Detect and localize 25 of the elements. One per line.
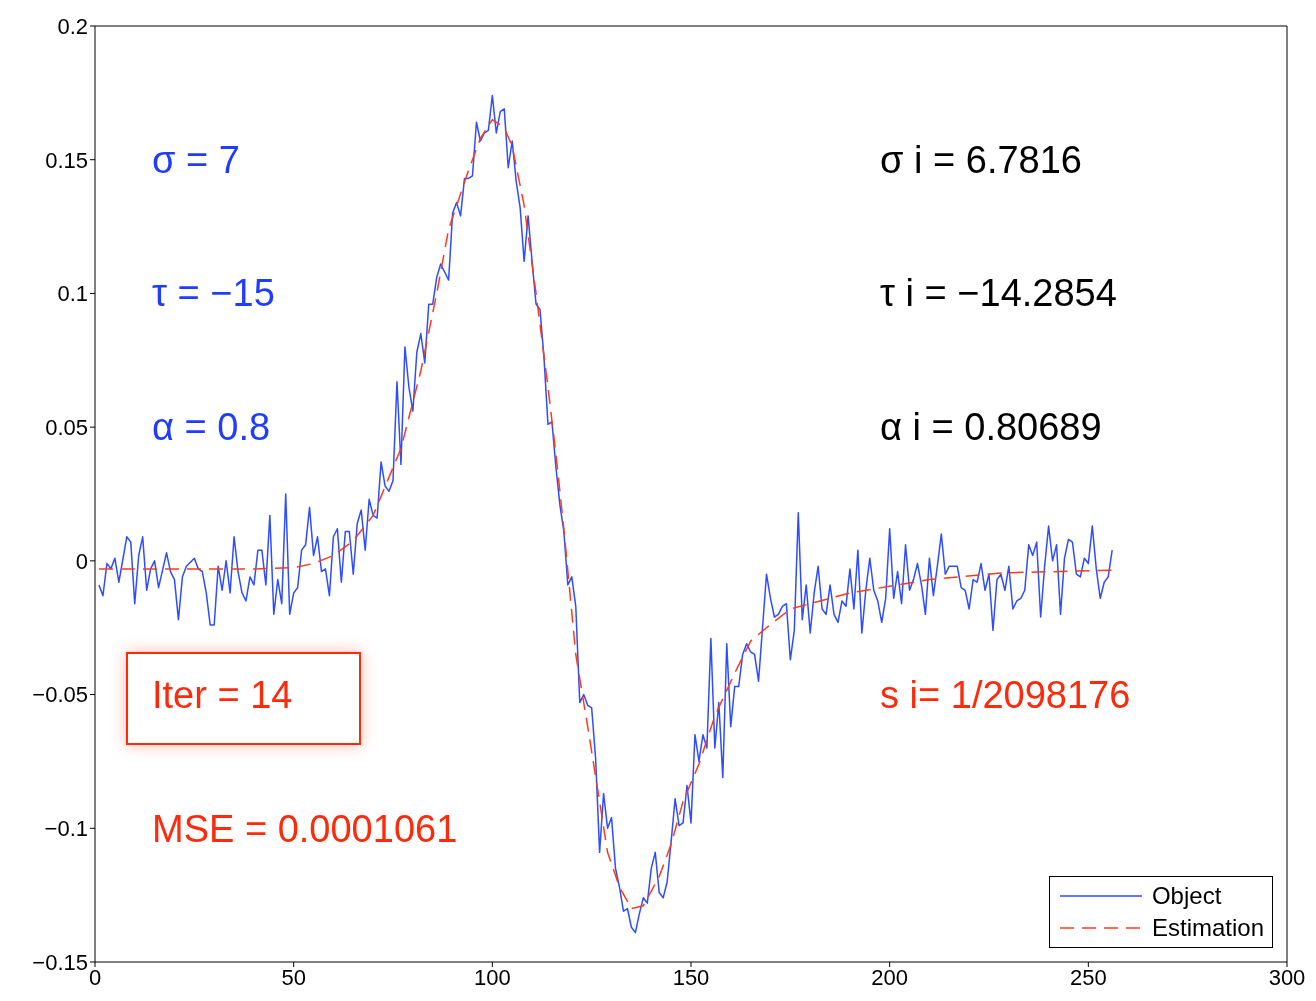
annotation: τ i = −14.2854 <box>880 271 1117 316</box>
x-tick-label: 50 <box>281 964 306 990</box>
annotation: σ i = 6.7816 <box>880 138 1082 183</box>
y-tick-label: 0.1 <box>57 281 88 307</box>
y-tick-label: −0.1 <box>44 816 88 842</box>
y-tick-label: −0.15 <box>32 949 88 975</box>
legend-label: Object <box>1151 881 1222 911</box>
annotation: α i = 0.80689 <box>880 405 1102 450</box>
x-tick-label: 200 <box>871 964 909 990</box>
x-tick-label: 300 <box>1268 964 1306 990</box>
x-tick-label: 250 <box>1069 964 1107 990</box>
annotation: σ = 7 <box>152 138 240 183</box>
y-tick-label: 0.2 <box>57 13 88 39</box>
y-tick-label: −0.05 <box>32 682 88 708</box>
annotation: Iter = 14 <box>152 673 293 718</box>
annotation: MSE = 0.0001061 <box>152 807 458 852</box>
annotation: s i= 1/2098176 <box>880 673 1131 718</box>
annotation: τ = −15 <box>152 271 275 316</box>
annotation: α = 0.8 <box>152 405 271 450</box>
y-tick-label: 0.15 <box>45 147 88 173</box>
y-tick-label: 0 <box>75 548 88 574</box>
legend-label: Estimation <box>1151 913 1264 943</box>
x-tick-label: 150 <box>672 964 710 990</box>
y-tick-label: 0.05 <box>45 414 88 440</box>
x-tick-label: 100 <box>473 964 511 990</box>
